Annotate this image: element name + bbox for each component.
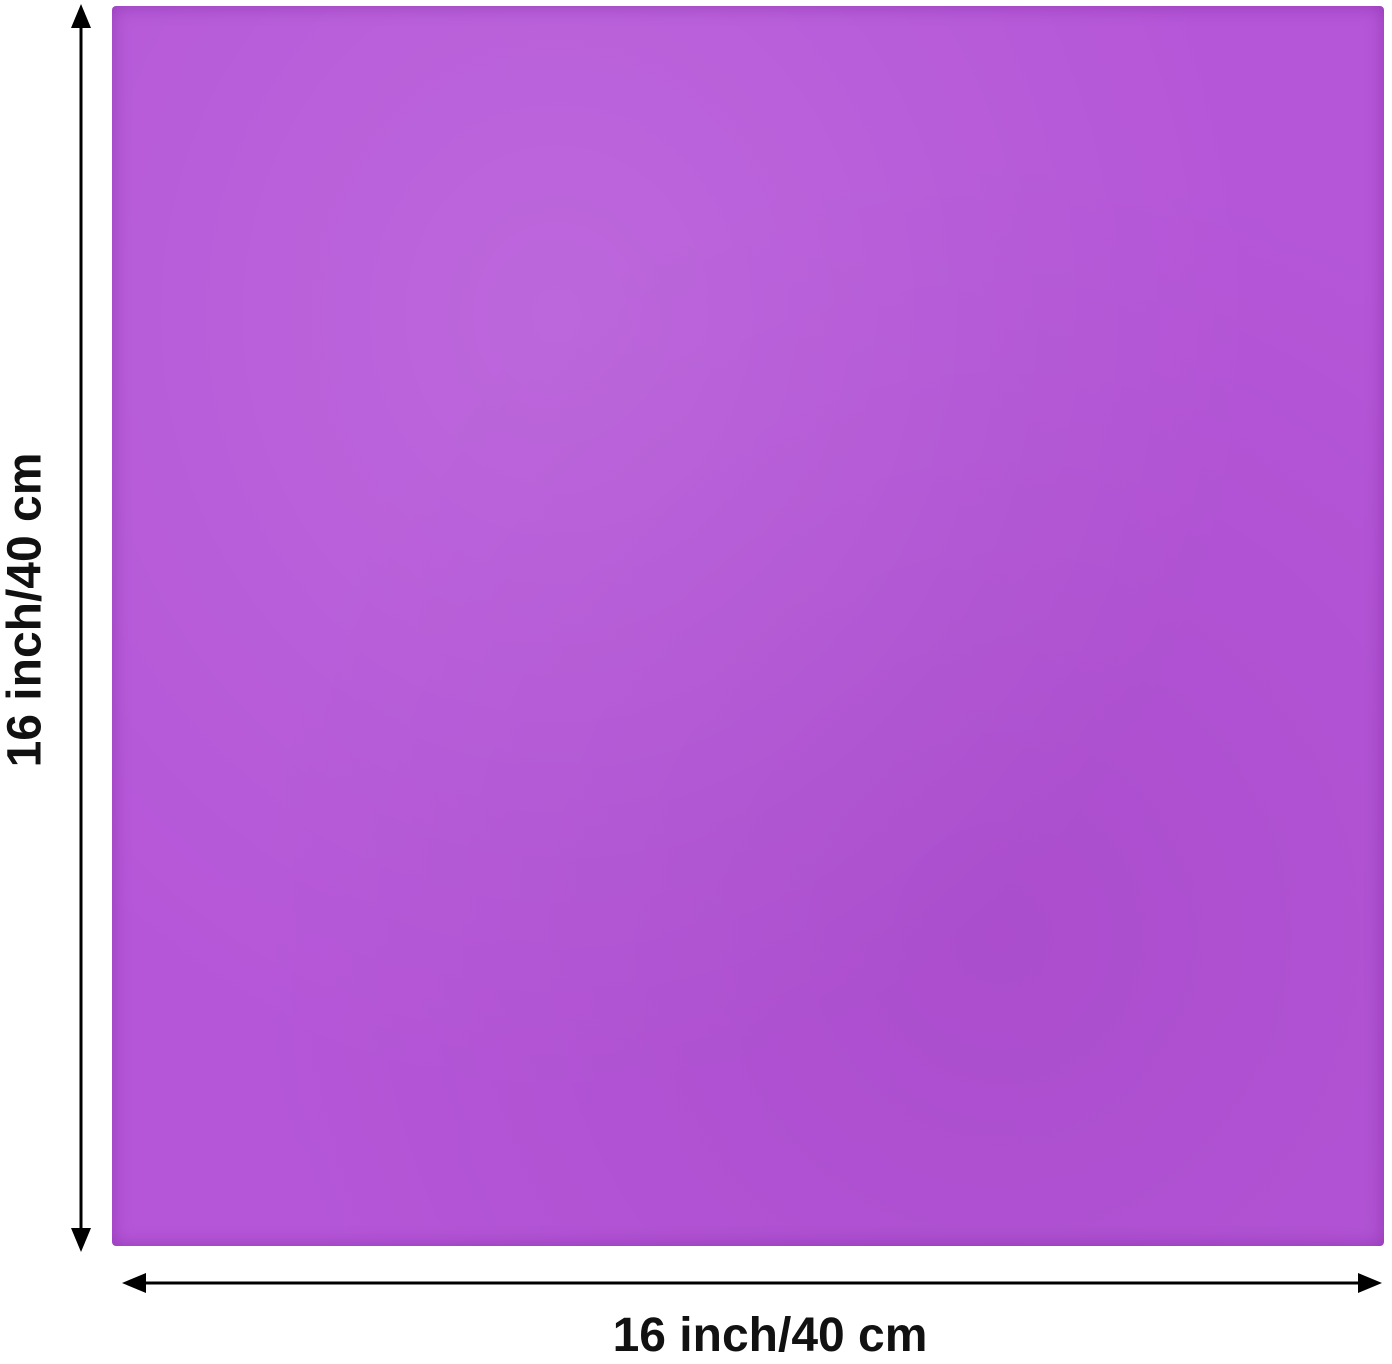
height-arrow bbox=[71, 4, 91, 1252]
microfiber-towel-image bbox=[112, 6, 1384, 1246]
width-label: 16 inch/40 cm bbox=[612, 1309, 928, 1362]
height-label: 16 inch/40 cm bbox=[0, 452, 52, 768]
width-arrow bbox=[122, 1273, 1382, 1293]
